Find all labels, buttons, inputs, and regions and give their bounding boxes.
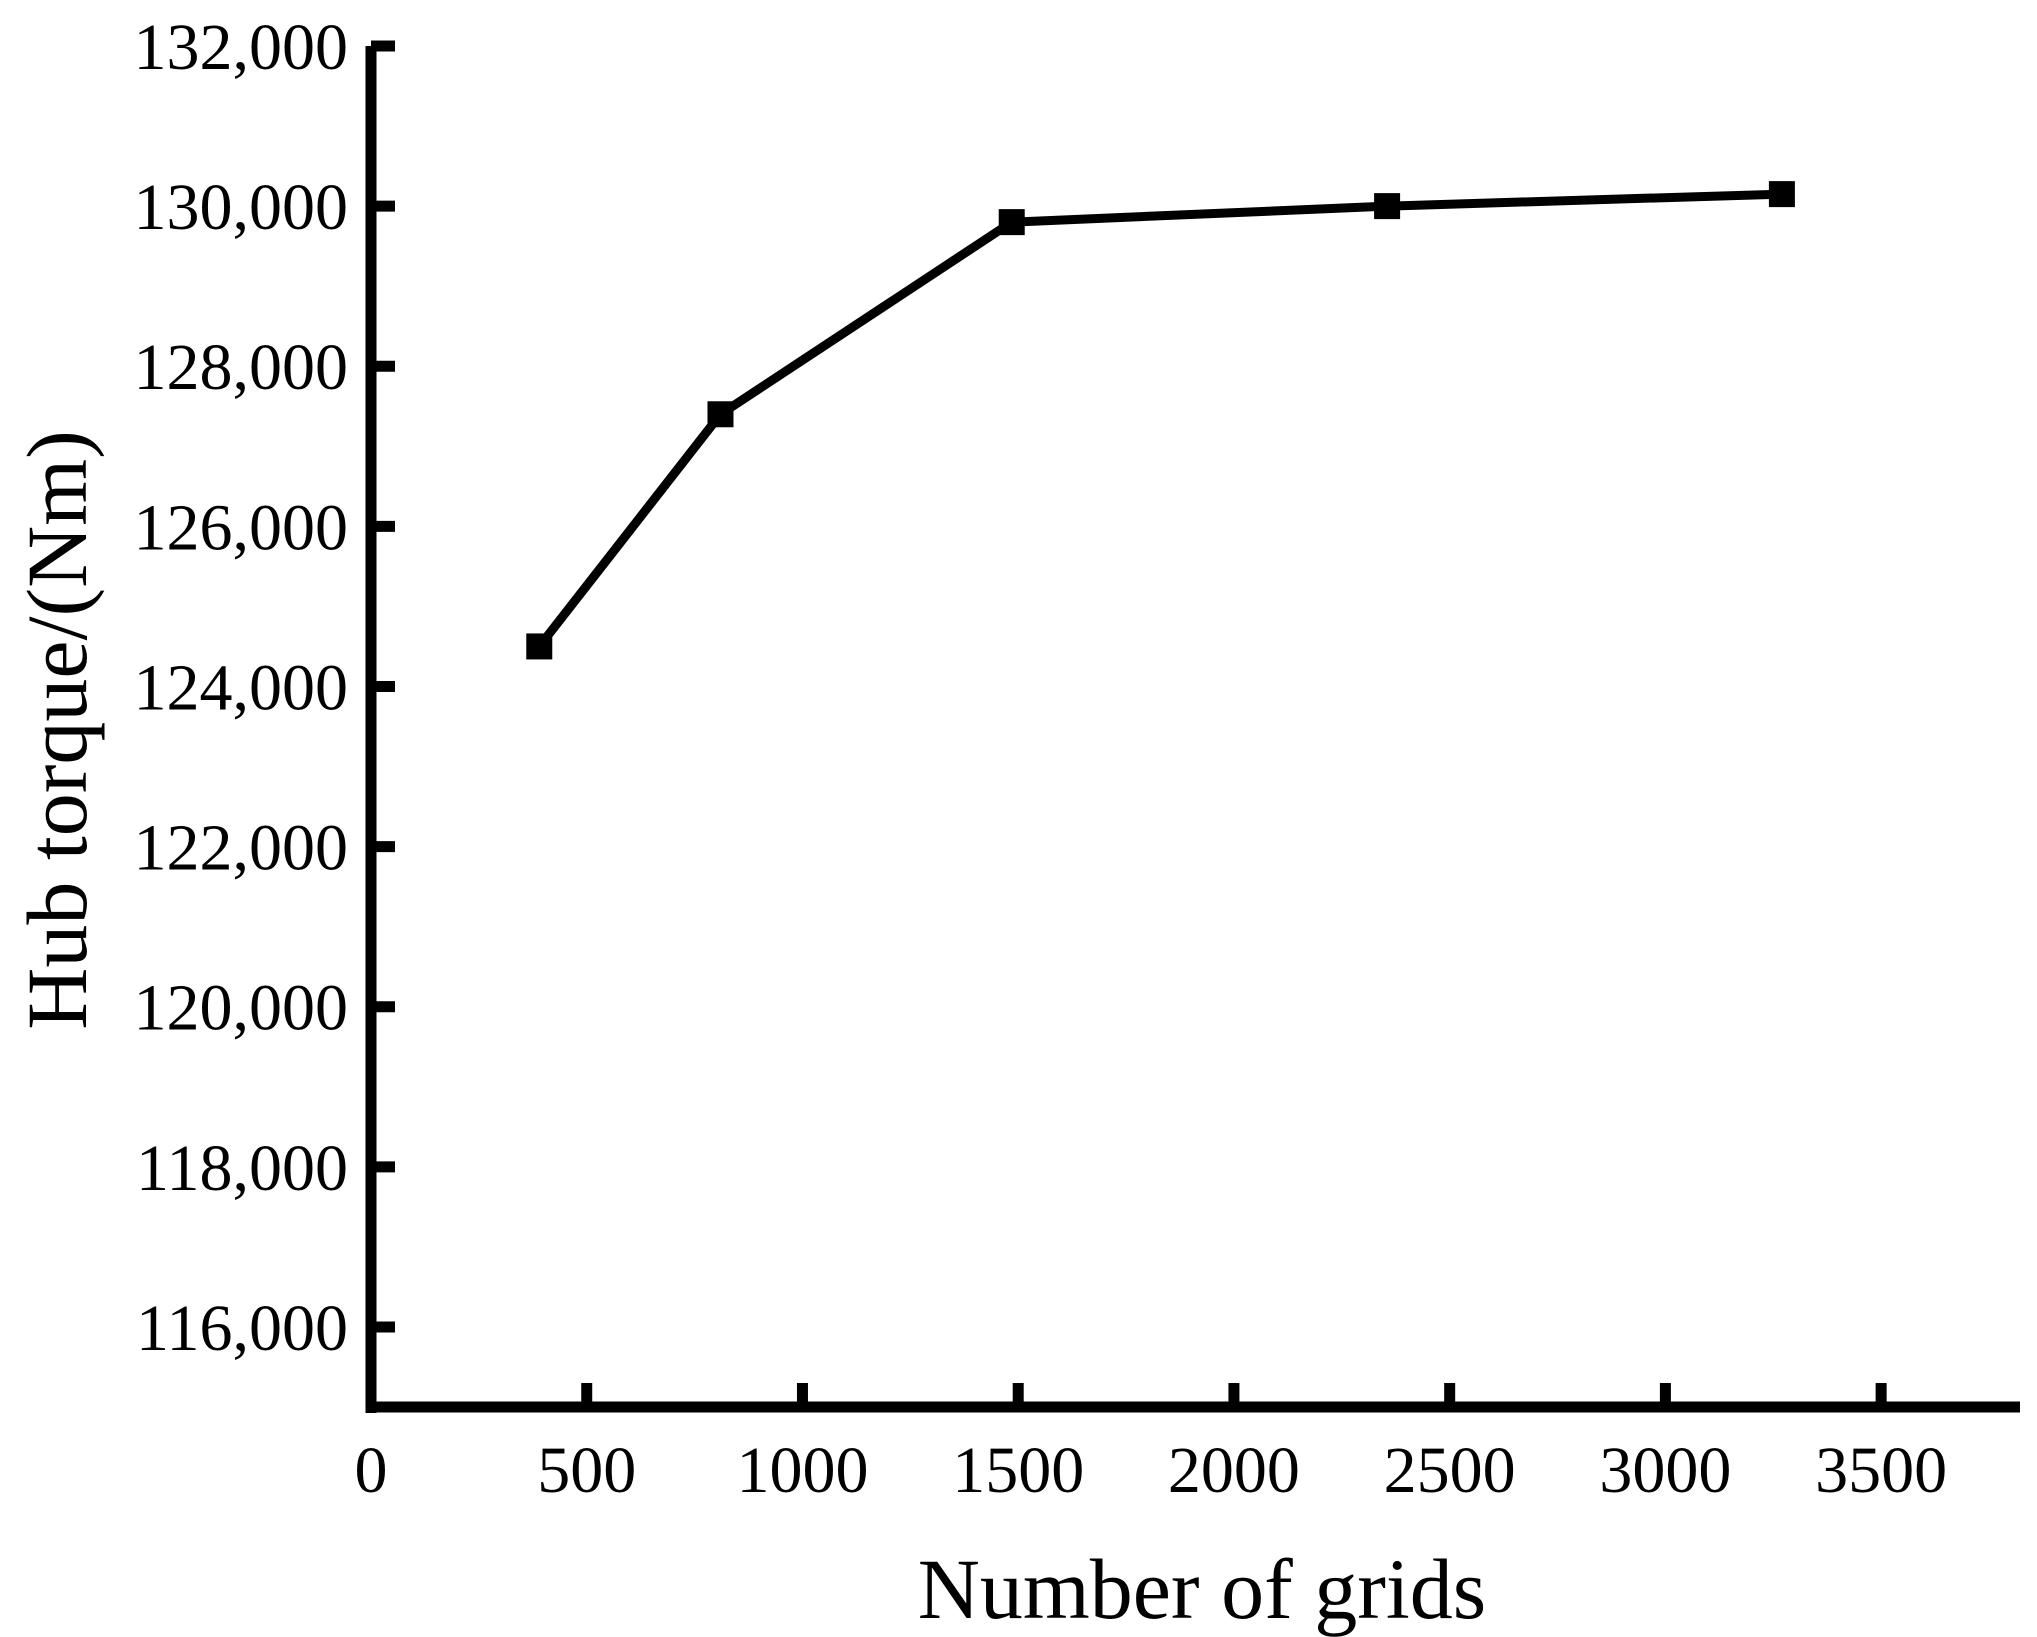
data-point [707, 401, 734, 428]
x-tick-label: 0 [355, 1434, 388, 1507]
y-tick-label: 132,000 [134, 11, 349, 84]
x-tick-label: 3000 [1599, 1434, 1731, 1507]
y-tick-label: 118,000 [136, 1132, 348, 1205]
plot-area [526, 181, 1795, 660]
x-tick-label: 2500 [1384, 1434, 1516, 1507]
y-tick-label: 128,000 [134, 331, 349, 404]
data-point [1374, 193, 1401, 220]
data-point [998, 209, 1025, 236]
y-tick-label: 116,000 [136, 1292, 348, 1365]
y-tick-label: 130,000 [134, 171, 349, 244]
x-tick-label: 3500 [1815, 1434, 1947, 1507]
data-point [1768, 181, 1795, 208]
y-axis-ticks: 116,000 118,000 120,000 122,000 124,000 126,0… [134, 11, 395, 1365]
x-axis: 0 500 1000 1500 2000 2500 3000 3500 Number of g… [355, 1383, 2020, 1637]
x-tick-label: 500 [537, 1434, 636, 1507]
x-axis-label: Number of grids [918, 1541, 1486, 1637]
y-tick-label: 126,000 [134, 491, 349, 564]
y-tick-label: 124,000 [134, 651, 349, 724]
data-point [526, 633, 553, 660]
y-tick-label: 122,000 [134, 812, 349, 885]
x-tick-label: 1500 [952, 1434, 1084, 1507]
x-tick-label: 2000 [1168, 1434, 1300, 1507]
x-tick-label: 1000 [736, 1434, 868, 1507]
y-axis-label: Hub torque/(Nm) [9, 430, 105, 1029]
x-axis-ticks: 0 500 1000 1500 2000 2500 3000 3500 [355, 1383, 1947, 1507]
y-tick-label: 120,000 [134, 972, 349, 1045]
y-axis: 116,000 118,000 120,000 122,000 124,000 126,0… [9, 11, 395, 1413]
